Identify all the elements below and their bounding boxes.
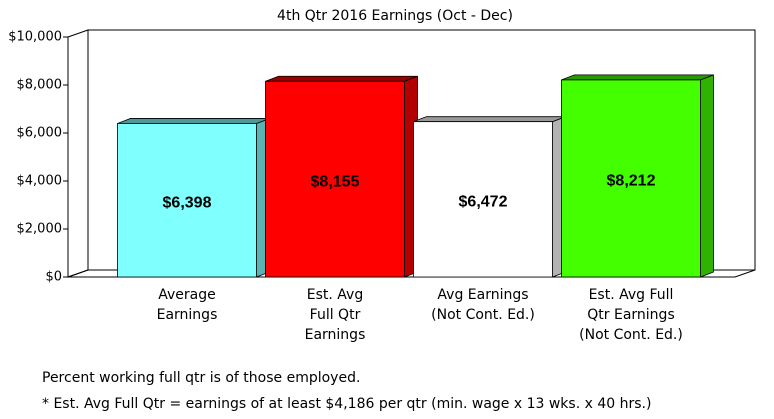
note: Percent working full qtr is of those emp… [42, 370, 360, 386]
chart-title: 4th Qtr 2016 Earnings (Oct - Dec) [277, 8, 513, 24]
bar-front [117, 123, 257, 278]
x-tick-label: Est. Avg Full [589, 287, 674, 303]
bar-front [561, 79, 701, 278]
y-tick-label: $0 [45, 270, 62, 285]
value-label: $8,212 [607, 173, 656, 190]
bar [561, 74, 714, 278]
x-tick-label: (Not Cont. Ed.) [431, 307, 535, 323]
x-tick-label: Qtr Earnings [587, 307, 674, 323]
y-tick-label: $10,000 [8, 30, 62, 45]
bar [413, 116, 566, 278]
value-label: $6,398 [163, 194, 212, 211]
y-tick-label: $2,000 [17, 222, 63, 237]
bar-top [561, 74, 714, 81]
bar-side [700, 74, 714, 278]
x-tick-label: Full Qtr [310, 307, 361, 323]
note: * Est. Avg Full Qtr = earnings of at lea… [42, 396, 651, 412]
x-tick-label: Avg Earnings [437, 287, 528, 303]
x-tick-label: Earnings [157, 307, 218, 323]
x-tick-label: (Not Cont. Ed.) [579, 327, 683, 343]
y-tick-label: $6,000 [17, 126, 63, 141]
value-label: $8,155 [311, 173, 360, 190]
x-tick-label: Est. Avg [307, 287, 363, 303]
y-tick-label: $4,000 [17, 174, 63, 189]
bar-top [265, 75, 418, 82]
bar-top [117, 118, 270, 124]
bar-front [265, 80, 405, 278]
x-tick-label: Average [158, 287, 216, 303]
y-tick-label: $8,000 [17, 78, 63, 93]
bar-top [413, 116, 566, 123]
side-wall [67, 29, 89, 278]
x-tick-label: Earnings [305, 327, 366, 343]
value-label: $6,472 [459, 194, 508, 211]
bar-front [413, 121, 553, 278]
